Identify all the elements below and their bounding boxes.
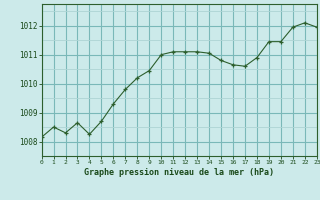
- X-axis label: Graphe pression niveau de la mer (hPa): Graphe pression niveau de la mer (hPa): [84, 168, 274, 177]
